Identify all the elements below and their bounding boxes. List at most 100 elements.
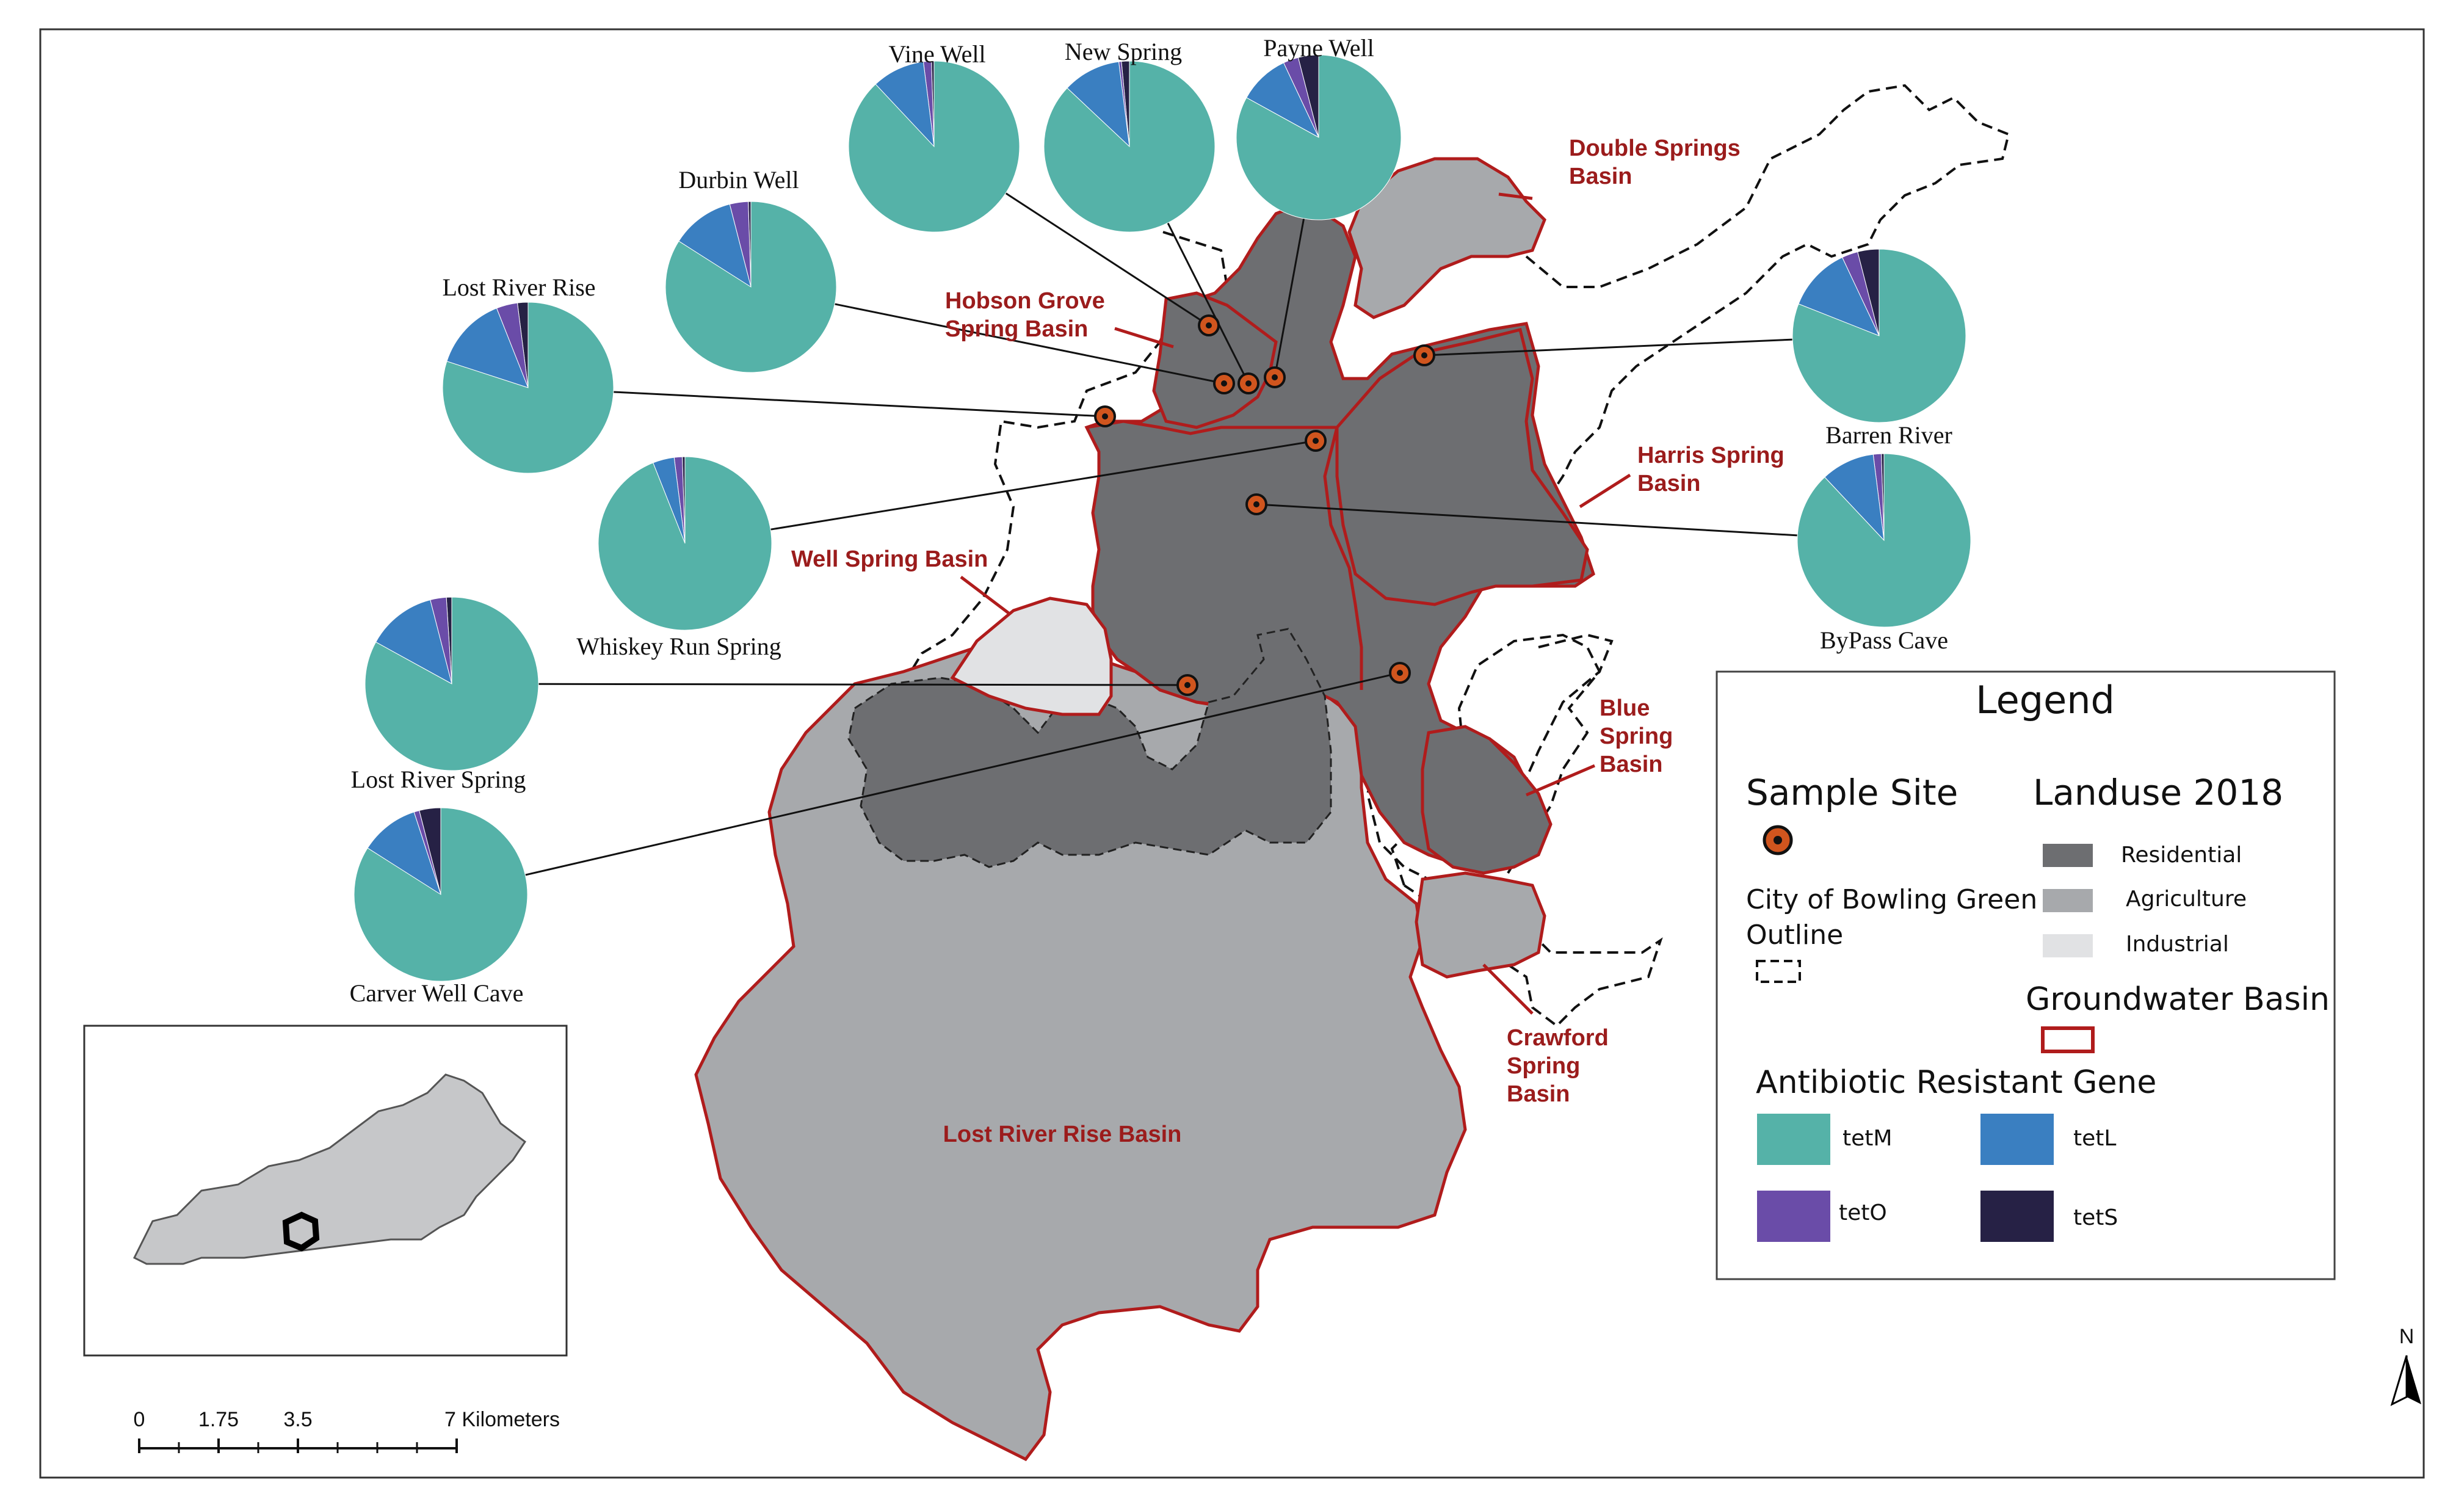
basin-blue-spring xyxy=(1421,725,1553,875)
basin-crawford-spring xyxy=(1415,871,1546,979)
basin-label-crawford-spring-basin-line-2: Spring xyxy=(1507,1053,1580,1079)
pie-slice-vine-well-tetM xyxy=(848,60,1020,233)
basin-leader-double-springs-basin xyxy=(1498,192,1533,200)
pie-slice-lost-river-rise-tetM xyxy=(442,302,614,474)
site-marker-dot-durbin-well xyxy=(1221,380,1227,386)
leader-line-bypass-cave xyxy=(1256,503,1798,537)
basin-label-hobson-grove-spring-basin-line-2: Spring Basin xyxy=(945,316,1088,342)
legend-swatch-residential xyxy=(2043,844,2093,867)
pie-slice-payne-well-tetL xyxy=(1246,62,1320,139)
basin-label-harris-spring-basin-line-1: Harris Spring xyxy=(1637,443,1785,468)
scale-bar xyxy=(138,1439,458,1453)
site-marker-dot-payne-well xyxy=(1272,374,1278,380)
pie-charts: Vine Well New Spring Payne Well Durbin Well… xyxy=(350,34,1971,1007)
legend-city-outline-line-1: City of Bowling Green xyxy=(1746,884,2037,915)
basin-label-crawford-spring-basin-line-1: Crawford xyxy=(1507,1025,1609,1051)
legend-title: Legend xyxy=(1976,678,2115,722)
legend-city-outline-swatch xyxy=(1756,960,1801,983)
legend-label-tetM: tetM xyxy=(1843,1126,1892,1151)
legend-swatch-agriculture xyxy=(2043,889,2093,912)
leader-line-durbin-well xyxy=(834,303,1225,385)
legend-swatch-tetM xyxy=(1757,1114,1830,1165)
basin-leader-crawford-spring-basin xyxy=(1482,963,1534,1015)
legend-label-residential: Residential xyxy=(2121,843,2242,868)
site-label-vine-well: Vine Well xyxy=(888,40,985,68)
scale-tick-0: 0 xyxy=(134,1408,145,1431)
pie-slice-lost-river-spring-tetL xyxy=(375,599,452,684)
north-arrow xyxy=(2390,1355,2421,1406)
site-label-new-spring: New Spring xyxy=(1065,38,1182,65)
pie-slice-carver-well-cave-tetL xyxy=(367,811,441,896)
legend-label-tetO: tetO xyxy=(1839,1200,1887,1225)
bowling-green-marker xyxy=(282,1211,320,1252)
pie-slice-payne-well-tetM xyxy=(1236,54,1402,220)
basin-label-hobson-grove-spring-basin-line-1: Hobson Grove xyxy=(945,288,1105,314)
site-markers xyxy=(1094,314,1435,696)
legend-city-outline-line-2: Outline xyxy=(1746,920,1843,951)
site-marker-dot-new-spring xyxy=(1245,380,1252,386)
legend-landuse-title: Landuse 2018 xyxy=(2033,772,2283,813)
leader-line-vine-well xyxy=(1005,192,1209,327)
basin-harris-spring xyxy=(1335,327,1589,606)
pie-slice-bypass-cave-tetL xyxy=(1824,454,1885,542)
basin-double-springs xyxy=(1347,157,1546,319)
scale-tick-3: 7 Kilometers xyxy=(444,1408,560,1431)
city-outline-ne xyxy=(1513,84,2010,587)
scale-tick-2: 3.5 xyxy=(283,1408,312,1431)
basin-label-crawford-spring-basin-line-3: Basin xyxy=(1507,1081,1570,1107)
legend-frame xyxy=(1716,670,2336,1280)
site-label-payne-well: Payne Well xyxy=(1263,34,1374,62)
leader-line-whiskey-run-spring xyxy=(770,440,1316,531)
basin-divider-inner xyxy=(1086,419,1363,690)
legend-label-tetL: tetL xyxy=(2073,1126,2116,1151)
legend: Legend Sample Site Landuse 2018 Resident… xyxy=(1716,670,2336,1280)
leader-line-lost-river-rise xyxy=(613,391,1106,418)
basin-label-blue-spring-basin-line-1: Blue xyxy=(1600,695,1650,721)
pie-slice-vine-well-tetL xyxy=(875,61,935,148)
legend-gene-title: Antibiotic Resistant Gene xyxy=(1756,1064,2156,1101)
basin-label-well-spring-basin-line-1: Well Spring Basin xyxy=(791,546,988,572)
site-marker-dot-vine-well xyxy=(1206,322,1212,328)
legend-label-agriculture: Agriculture xyxy=(2126,887,2247,912)
pie-slice-new-spring-tetM xyxy=(1043,60,1216,233)
pie-slice-lost-river-spring-tetM xyxy=(364,597,539,771)
leader-line-lost-river-spring xyxy=(538,683,1188,686)
leader-line-new-spring xyxy=(1167,222,1250,384)
leader-lines xyxy=(525,192,1798,876)
basin-label-lost-river-rise-basin-line-1: Lost River Rise Basin xyxy=(943,1122,1182,1147)
basin-leader-blue-spring-basin xyxy=(1526,764,1595,797)
site-marker-dot-whiskey-run-spring xyxy=(1313,438,1319,444)
north-label: N xyxy=(2399,1325,2415,1348)
kentucky-shape xyxy=(132,1073,527,1265)
basin-leader-harris-spring-basin xyxy=(1579,473,1631,509)
legend-groundwater-swatch xyxy=(2041,1026,2095,1053)
legend-label-industrial: Industrial xyxy=(2126,932,2229,957)
legend-swatch-tetS xyxy=(1980,1191,2054,1242)
pie-slice-barren-river-tetM xyxy=(1792,249,1966,423)
site-label-durbin-well: Durbin Well xyxy=(678,166,799,194)
pie-slice-barren-river-tetL xyxy=(1798,256,1880,336)
legend-label-tetS: tetS xyxy=(2073,1205,2118,1230)
site-marker-dot-carver-well-cave xyxy=(1397,670,1403,676)
site-label-barren-river: Barren River xyxy=(1825,421,1952,449)
leader-line-barren-river xyxy=(1424,338,1793,357)
pie-slice-bypass-cave-tetM xyxy=(1797,453,1971,628)
basin-label-double-springs-basin-line-1: Double Springs xyxy=(1569,136,1741,161)
pie-slice-whiskey-run-spring-tetM xyxy=(598,456,772,631)
leader-line-payne-well xyxy=(1274,218,1305,378)
legend-groundwater: Groundwater Basin xyxy=(2026,981,2330,1018)
basin-label-double-springs-basin-line-2: Basin xyxy=(1569,164,1632,189)
basin-leader-well-spring-basin xyxy=(960,576,1010,614)
site-label-lost-river-rise: Lost River Rise xyxy=(442,274,595,301)
basin-label-harris-spring-basin-line-2: Basin xyxy=(1637,471,1700,496)
site-marker-dot-lost-river-spring xyxy=(1184,682,1190,688)
legend-sample-site: Sample Site xyxy=(1746,772,1958,813)
site-label-lost-river-spring: Lost River Spring xyxy=(351,766,526,793)
legend-swatch-tetL xyxy=(1980,1114,2054,1165)
legend-swatch-tetO xyxy=(1757,1191,1830,1242)
site-marker-dot-bypass-cave xyxy=(1253,501,1259,507)
leader-line-carver-well-cave xyxy=(525,672,1400,876)
basin-leader-hobson-grove-spring-basin xyxy=(1114,327,1174,349)
